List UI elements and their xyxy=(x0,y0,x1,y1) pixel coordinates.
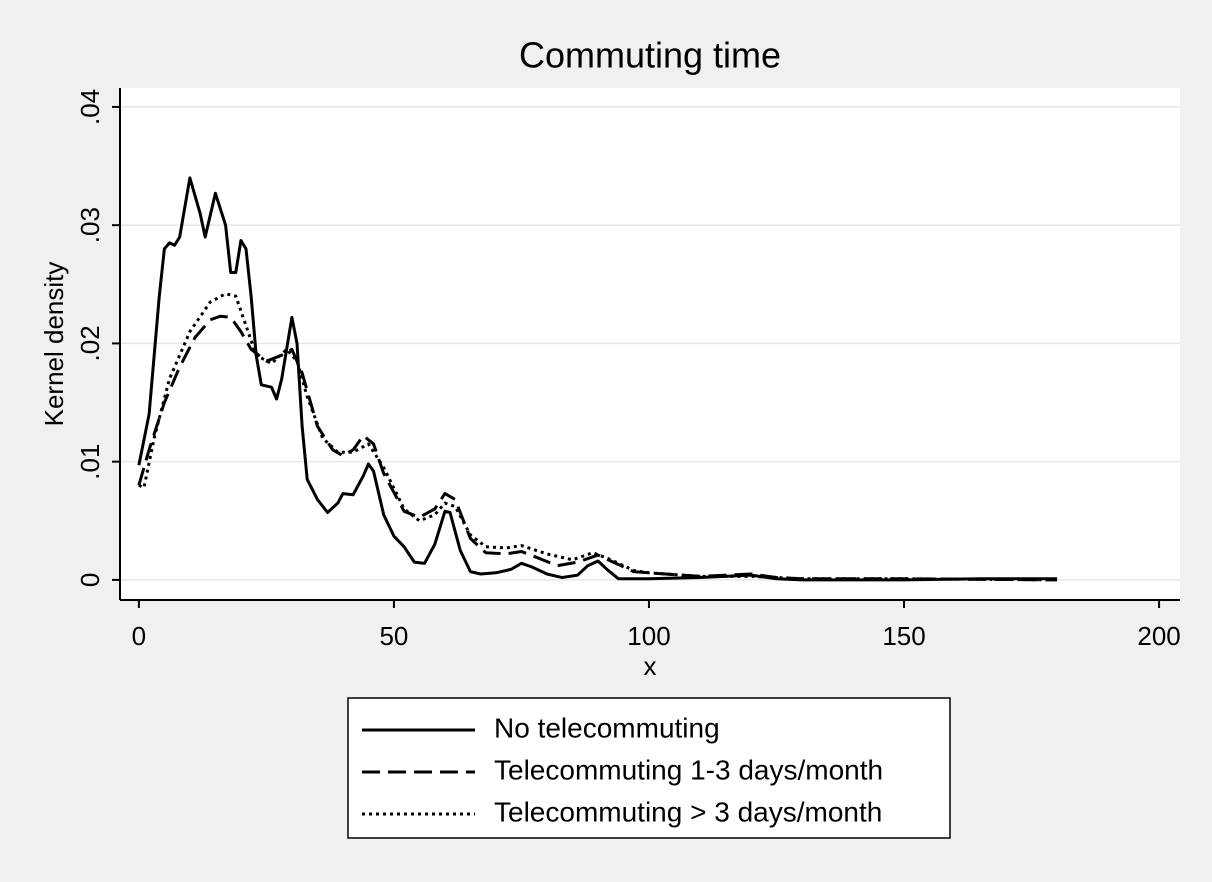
legend-label: Telecommuting > 3 days/month xyxy=(494,796,882,827)
x-tick-label: 50 xyxy=(379,621,408,651)
y-tick-label: 0 xyxy=(75,573,105,587)
density-line xyxy=(137,176,1058,582)
y-tick-label: .02 xyxy=(75,325,105,361)
lines xyxy=(137,176,1058,582)
legend-entries: No telecommuting Telecommuting 1-3 days/m… xyxy=(362,712,883,827)
x-tick-label: 150 xyxy=(882,621,925,651)
y-tick-label: .04 xyxy=(75,89,105,125)
legend-label: No telecommuting xyxy=(494,712,720,743)
y-tick-label: .03 xyxy=(75,207,105,243)
y-axis-label: Kernel density xyxy=(39,262,69,427)
x-tick-label: 0 xyxy=(132,621,146,651)
x-tick-label: 100 xyxy=(627,621,670,651)
x-axis-label: x xyxy=(644,651,657,681)
density-line xyxy=(138,292,1058,582)
chart-title: Commuting time xyxy=(519,35,781,76)
x-tick-label: 200 xyxy=(1137,621,1180,651)
y-tick-label: .01 xyxy=(75,444,105,480)
legend-label: Telecommuting 1-3 days/month xyxy=(494,754,883,785)
